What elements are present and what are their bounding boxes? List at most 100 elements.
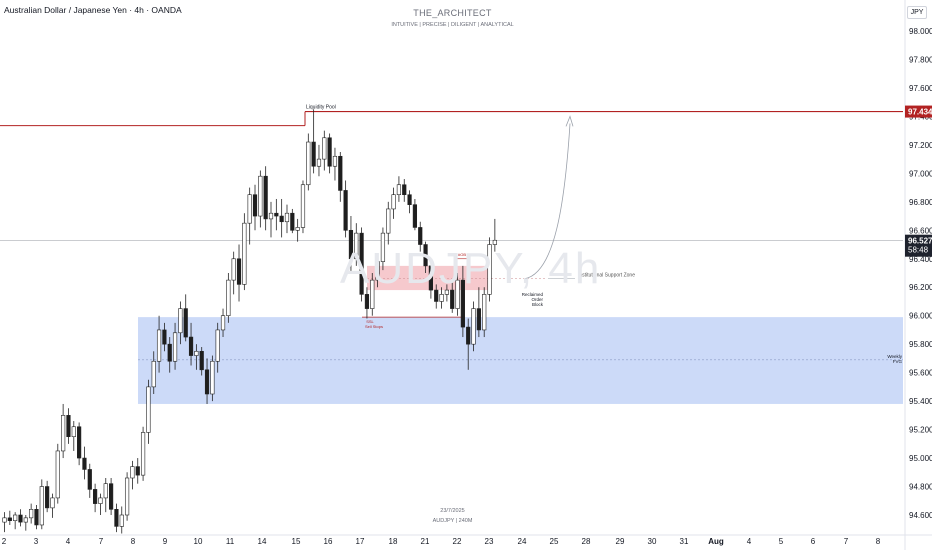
time-tick-label: 30: [648, 537, 657, 546]
reclaimed-order-block-zone: [367, 265, 490, 291]
time-tick-label: 23: [485, 537, 494, 546]
time-tick-label: 18: [389, 537, 398, 546]
time-tick-label: 4: [66, 537, 71, 546]
bullish-candle: [50, 497, 55, 509]
bullish-candle: [140, 432, 146, 476]
bullish-candle: [316, 158, 322, 167]
bar-countdown: 58:48: [908, 246, 929, 255]
bullish-candle: [194, 350, 199, 356]
current-price-tag: [905, 234, 932, 257]
bearish-candle: [412, 204, 418, 228]
bullish-candle: [23, 517, 28, 523]
bearish-candle: [274, 212, 279, 217]
time-tick-label: 11: [226, 537, 235, 546]
bearish-candle: [327, 137, 332, 167]
bullish-candle: [354, 232, 359, 260]
bearish-candle: [402, 184, 407, 196]
ob-small-label: #OB: [458, 252, 466, 257]
candles: [2, 109, 497, 534]
bullish-candle: [258, 175, 263, 217]
bullish-candle: [487, 244, 492, 295]
liquidity-level-tag: [905, 105, 932, 118]
bullish-candle: [492, 239, 497, 245]
bearish-candle: [162, 329, 167, 345]
bullish-candle: [146, 386, 151, 433]
bearish-candle: [279, 215, 284, 223]
bullish-candle: [226, 279, 231, 317]
bearish-candle: [45, 486, 50, 509]
bearish-candle: [460, 279, 465, 328]
time-tick-label: 6: [811, 537, 816, 546]
currency-button[interactable]: JPY: [907, 6, 927, 19]
bearish-candle: [428, 265, 434, 291]
bullish-candle: [130, 466, 135, 479]
bearish-candle: [204, 369, 210, 395]
price-tick-label: 96.800: [909, 198, 932, 207]
bullish-candle: [13, 514, 18, 521]
ssl-label: SSL: [366, 319, 374, 324]
symbol-title[interactable]: Australian Dollar / Japanese Yen · 4h · …: [4, 5, 182, 15]
bullish-candle: [215, 329, 220, 362]
bearish-candle: [359, 232, 364, 295]
bearish-candle: [476, 308, 481, 331]
price-tick-label: 94.600: [909, 511, 932, 520]
price-tick-label: 95.600: [909, 369, 932, 378]
price-tick-label: 96.000: [909, 312, 932, 321]
time-tick-label: 7: [99, 537, 104, 546]
bullish-candle: [306, 141, 311, 186]
bullish-candle: [220, 315, 226, 331]
bullish-candle: [471, 308, 476, 345]
time-tick-label: 5: [779, 537, 784, 546]
bearish-candle: [199, 350, 204, 371]
bearish-candle: [109, 483, 114, 510]
bullish-candle: [375, 261, 380, 281]
bullish-candle: [455, 279, 460, 309]
bullish-candle: [71, 426, 76, 438]
time-tick-label: 24: [518, 537, 527, 546]
bullish-candle: [444, 289, 449, 295]
sell-stops-label: Sell Stops: [365, 324, 383, 329]
liquidity-level-value: 97.434: [908, 108, 932, 117]
time-tick-label: 17: [356, 537, 365, 546]
bullish-candle: [332, 155, 338, 167]
price-tick-label: 95.400: [909, 397, 932, 406]
footer-date: 23/7/2025: [440, 508, 465, 514]
price-tick-label: 95.800: [909, 340, 932, 349]
bullish-candle: [482, 294, 487, 331]
projection-curve: [524, 123, 571, 280]
time-tick-label: 22: [453, 537, 462, 546]
bullish-candle: [322, 137, 327, 160]
bullish-candle: [156, 329, 162, 362]
bearish-candle: [87, 469, 92, 490]
time-tick-label: 2: [2, 537, 7, 546]
time-tick-label: 8: [876, 537, 881, 546]
bearish-candle: [183, 308, 188, 338]
bullish-candle: [396, 184, 402, 196]
reclaimed-label: Reclaimed: [522, 292, 544, 297]
bullish-candle: [2, 517, 7, 523]
time-axis: 2 3 4 7 8 9 10 11 14 15 16 17 18 21 22 23 24 25 28 29 30 31 Au…: [0, 534, 932, 546]
time-tick-label: 16: [324, 537, 333, 546]
time-tick-label: 10: [194, 537, 203, 546]
time-tick-label: 14: [258, 537, 267, 546]
time-tick-label: 21: [421, 537, 430, 546]
author-tagline: INTUITIVE | PRECISE | DILIGENT | ANALYTI…: [391, 22, 514, 28]
time-tick-label: 15: [292, 537, 301, 546]
bullish-candle: [391, 194, 396, 210]
price-tick-label: 97.600: [909, 84, 932, 93]
bearish-candle: [407, 194, 412, 205]
symbol-watermark: AUDJPY, 4h: [340, 244, 602, 293]
bearish-candle: [252, 194, 258, 217]
bearish-candle: [188, 336, 194, 356]
bullish-candle: [172, 332, 178, 362]
bearish-candle: [82, 457, 87, 470]
time-tick-label: 29: [616, 537, 625, 546]
bullish-candle: [284, 212, 290, 223]
time-tick-label: 7: [844, 537, 849, 546]
bearish-candle: [364, 294, 370, 309]
bullish-candle: [98, 497, 103, 504]
time-tick-label: 4: [747, 537, 752, 546]
bullish-candle: [380, 232, 386, 262]
current-price-value: 96.527: [908, 237, 932, 246]
